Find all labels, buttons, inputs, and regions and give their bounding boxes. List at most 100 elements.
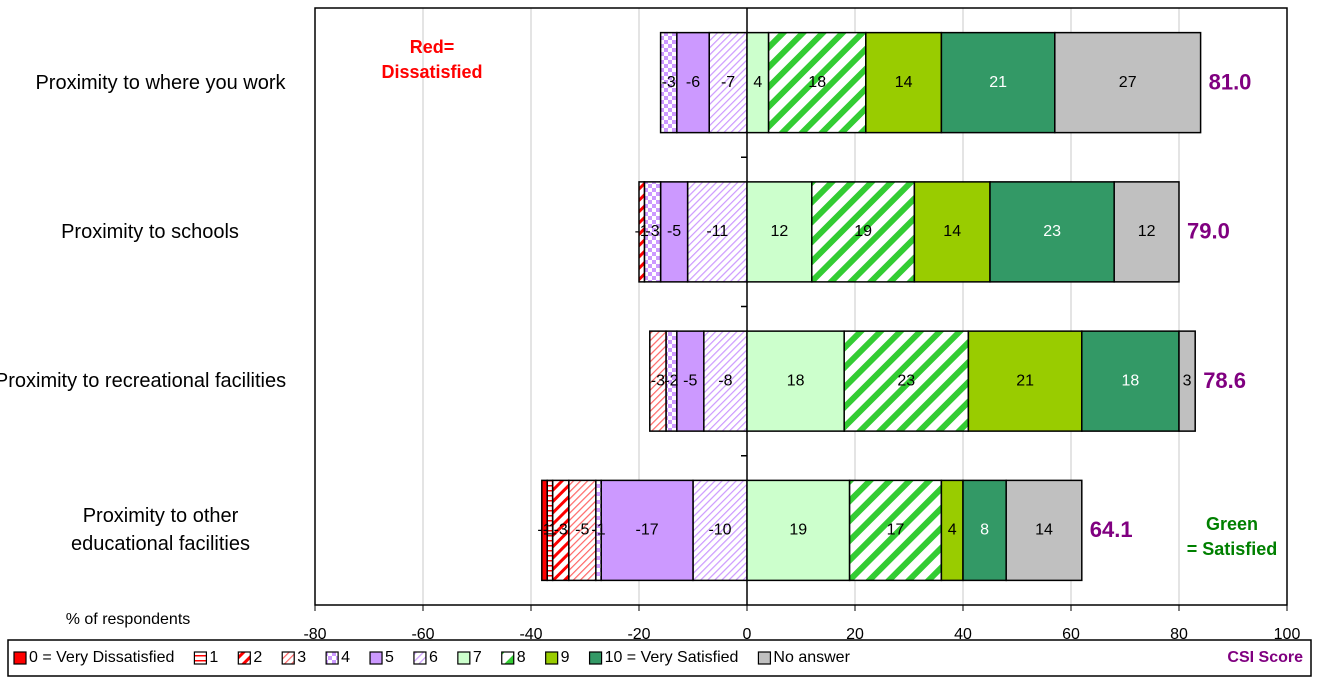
legend-label: CSI Score <box>1227 649 1303 666</box>
x-tick-label: 20 <box>846 626 864 643</box>
legend-swatch <box>545 651 559 665</box>
bar-segment <box>746 330 845 432</box>
bar-segment <box>1178 330 1196 432</box>
category-label: Proximity to other educational facilitie… <box>71 505 250 556</box>
value-label: -1 <box>543 522 557 539</box>
bar-segment <box>686 181 748 283</box>
value-label: 3 <box>1183 372 1192 389</box>
legend-label: 7 <box>473 649 482 666</box>
value-label: 14 <box>1035 522 1053 539</box>
value-label: -8 <box>718 372 732 389</box>
legend-swatch <box>237 651 251 665</box>
csi-score: 64.1 <box>1090 517 1133 542</box>
value-label: -5 <box>575 522 589 539</box>
bar-segment <box>541 479 548 582</box>
legend-swatch <box>13 651 27 665</box>
bar-segment <box>843 330 970 432</box>
legend-swatch <box>501 651 515 665</box>
value-label: 12 <box>771 223 789 240</box>
bar-segment <box>659 31 678 134</box>
bar-segment <box>848 479 943 582</box>
bar-segment <box>600 479 694 582</box>
x-tick-label: 100 <box>1274 626 1301 643</box>
x-tick-label: 60 <box>1062 626 1080 643</box>
legend-label: 5 <box>385 649 394 666</box>
value-label: 18 <box>787 372 805 389</box>
value-label: -17 <box>636 522 659 539</box>
legend-label: 4 <box>341 649 350 666</box>
bar-segment <box>967 330 1083 432</box>
bar-segment <box>649 330 667 432</box>
bar-segment <box>746 479 851 582</box>
legend-label: 3 <box>297 649 306 666</box>
x-axis-label: % of respondents <box>66 611 191 628</box>
value-label: 27 <box>1119 74 1137 91</box>
bar-segment <box>692 479 748 582</box>
legend-label: No answer <box>773 649 850 666</box>
value-label: -7 <box>721 74 735 91</box>
legend-swatch <box>369 651 383 665</box>
value-label: 18 <box>808 74 826 91</box>
legend-label: 8 <box>517 649 526 666</box>
x-tick-label: 0 <box>743 626 752 643</box>
value-label: -1 <box>591 522 605 539</box>
value-label: -1 <box>635 223 649 240</box>
category-label: Proximity to where you work <box>35 71 286 94</box>
bar-segment <box>638 181 646 283</box>
csi-score: 79.0 <box>1187 219 1230 244</box>
bar-segment <box>746 181 813 283</box>
value-label: 19 <box>854 223 872 240</box>
value-label: 18 <box>1122 372 1140 389</box>
x-tick-label: -20 <box>627 626 650 643</box>
value-label: -6 <box>686 74 700 91</box>
annotation: Dissatisfied <box>381 62 482 82</box>
value-label: 4 <box>753 74 762 91</box>
bar-segment <box>865 31 943 134</box>
value-label: -5 <box>683 372 697 389</box>
value-label: 8 <box>980 522 989 539</box>
value-label: -5 <box>667 223 681 240</box>
value-label: 19 <box>789 522 807 539</box>
value-label: 23 <box>1043 223 1061 240</box>
category-label: Proximity to recreational facilities <box>0 370 287 393</box>
bar-segment <box>676 330 705 432</box>
bar-segment <box>962 479 1007 582</box>
x-tick-label: 80 <box>1170 626 1188 643</box>
category-label: Proximity to schools <box>61 220 239 243</box>
bar-segment <box>1005 479 1083 582</box>
value-label: -3 <box>645 223 659 240</box>
bar-segment <box>708 31 748 134</box>
legend-label: 9 <box>561 649 570 666</box>
legend-swatch <box>588 651 603 665</box>
csi-score: 81.0 <box>1209 69 1252 94</box>
value-label: -10 <box>708 522 731 539</box>
legend-swatch <box>193 651 208 665</box>
bar-segment <box>1081 330 1180 432</box>
annotation: Green <box>1206 514 1258 534</box>
legend-swatch <box>757 651 772 665</box>
bar-segment <box>989 181 1115 283</box>
x-tick-label: -80 <box>303 626 326 643</box>
value-label: 4 <box>948 522 957 539</box>
legend-swatch <box>281 651 295 665</box>
legend-box <box>7 639 1312 677</box>
plot-border <box>314 7 1288 606</box>
x-tick-label: -60 <box>411 626 434 643</box>
value-label: 21 <box>989 74 1007 91</box>
value-label: -1 <box>537 522 551 539</box>
bar-segment <box>940 31 1056 134</box>
value-label: -3 <box>554 522 568 539</box>
bar-segment <box>1054 31 1202 134</box>
x-tick-label: -40 <box>519 626 542 643</box>
legend-label: 0 = Very Dissatisfied <box>29 649 174 666</box>
value-label: 14 <box>895 74 913 91</box>
x-tick-label: 40 <box>954 626 972 643</box>
legend-label: 2 <box>253 649 262 666</box>
legend-label: 1 <box>209 649 218 666</box>
value-label: -2 <box>664 372 678 389</box>
legend-swatch <box>457 651 471 665</box>
bar-segment <box>1113 181 1180 283</box>
annotation: Red= <box>410 37 455 57</box>
